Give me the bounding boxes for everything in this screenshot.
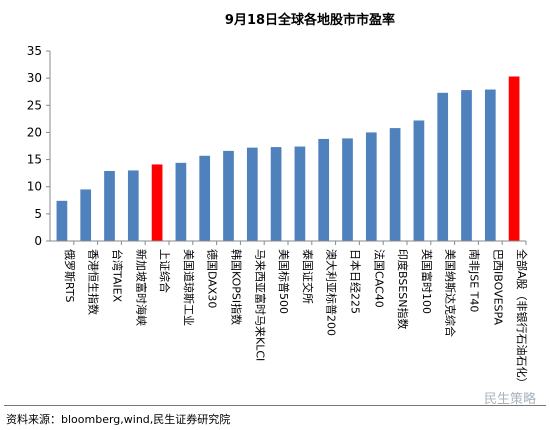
bar <box>461 90 472 241</box>
x-tick-label: 南非JSE T40 <box>468 249 481 312</box>
y-tick-label: 15 <box>27 153 42 167</box>
x-tick-label: 泰国证交所 <box>301 249 315 304</box>
bar <box>246 147 258 241</box>
x-tick-label: 香港恒生指数 <box>87 249 101 315</box>
bar <box>365 132 377 241</box>
x-tick-label: 德国DAX30 <box>206 249 220 308</box>
bar <box>437 92 449 241</box>
bar <box>223 150 234 241</box>
x-tick-label: 澳大利亚标普200 <box>325 249 339 336</box>
bar <box>151 164 163 241</box>
x-tick-label: 英国富时100 <box>420 249 434 314</box>
x-tick-label: 美国标普500 <box>277 249 291 314</box>
chart-title: 9月18日全球各地股市市盈率 <box>225 12 395 28</box>
y-tick-label: 35 <box>27 44 42 58</box>
x-tick-label: 印度BSESN指数 <box>396 249 410 330</box>
x-tick-label: 韩国KOPSI指数 <box>230 249 244 325</box>
bar <box>175 162 187 241</box>
x-tick-label: 法国CAC40 <box>372 249 386 308</box>
x-tick-label: 美国纳斯达克综合 <box>444 249 458 337</box>
bar <box>80 189 92 241</box>
x-axis: 俄罗斯RTS 香港恒生指数 台湾TAIEX 新加坡富时海峡 上证综合 美国道琼斯工业 德国D… <box>50 240 529 389</box>
bar <box>294 146 306 241</box>
x-tick-label: 全部A股（非银行石油石化） <box>515 249 529 389</box>
y-tick-label: 30 <box>27 71 42 85</box>
bar <box>484 89 496 242</box>
bar <box>127 170 139 241</box>
footer-divider <box>4 405 546 406</box>
y-tick-label: 20 <box>27 125 42 139</box>
x-tick-label: 上证综合 <box>158 249 172 293</box>
bar <box>413 120 425 241</box>
x-tick-label: 日本日经225 <box>349 249 363 314</box>
x-tick-label: 俄罗斯RTS <box>63 249 76 303</box>
source-note: 资料来源：bloomberg,wind,民生证券研究院 <box>6 413 231 426</box>
bar <box>104 170 115 241</box>
bar <box>508 76 520 241</box>
y-tick-label: 10 <box>27 180 42 194</box>
x-tick-label: 新加坡富时海峡 <box>134 249 148 326</box>
y-tick-label: 0 <box>34 234 42 248</box>
y-tick-label: 5 <box>34 207 42 221</box>
x-tick-label: 马来西亚富时马来KLCI <box>253 249 267 361</box>
y-axis: 0 5 10 15 20 25 30 35 <box>27 44 51 248</box>
bar-series <box>56 76 520 242</box>
bar <box>199 155 211 241</box>
x-tick-label: 台湾TAIEX <box>111 249 125 303</box>
bar <box>342 138 353 241</box>
y-tick-label: 25 <box>27 98 42 112</box>
bar <box>56 200 68 241</box>
bar <box>318 138 330 241</box>
bar <box>270 147 282 241</box>
watermark-logo: 民生策略 <box>483 392 536 407</box>
x-tick-label: 巴西IBOVESPA <box>491 249 504 325</box>
bar <box>389 128 401 241</box>
x-tick-label: 美国道琼斯工业 <box>182 249 196 326</box>
